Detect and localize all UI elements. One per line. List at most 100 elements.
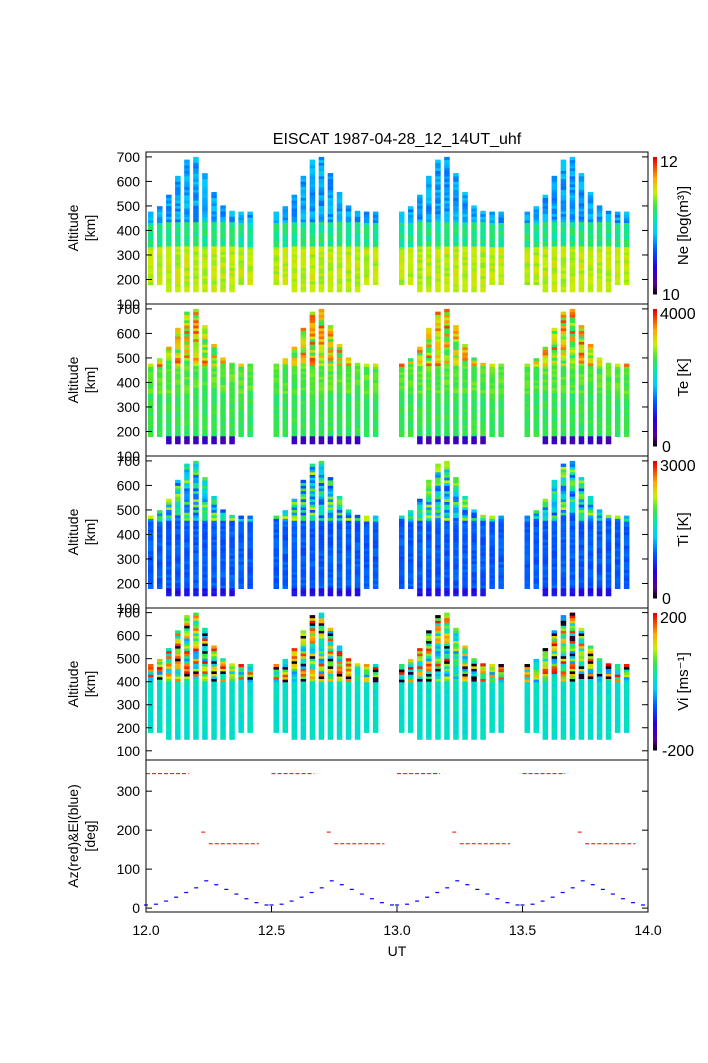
data-cell [426,208,432,212]
data-cell [336,197,343,201]
data-cell [363,260,370,264]
data-cell [480,514,486,519]
data-cell [542,281,549,285]
data-cell [524,235,530,240]
data-cell [345,221,352,225]
data-cell [363,518,370,522]
data-cell [560,221,567,225]
data-cell [345,251,352,255]
data-cell [587,411,594,415]
data-cell [211,541,217,546]
data-cell [229,552,235,556]
data-cell [426,346,432,350]
data-cell [363,254,370,258]
data-cell [435,514,441,519]
data-cell [202,256,208,260]
data-cell [435,563,441,567]
data-cell [614,420,621,424]
data-cell [193,474,199,478]
data-cell [309,283,316,287]
data-cell [336,574,343,578]
data-cell [300,349,307,353]
data-cell [444,346,450,350]
colorbar-segment [653,377,657,381]
data-cell [363,252,370,256]
data-cell [444,170,450,174]
data-cell [220,221,226,225]
data-cell [291,218,298,223]
data-cell [193,175,199,180]
data-cell [247,225,253,229]
data-cell [524,246,530,250]
data-cell [587,349,594,353]
data-cell [336,357,343,361]
data-cell [309,200,316,204]
data-cell [444,504,450,508]
data-cell [614,366,621,370]
data-cell [318,197,325,201]
data-cell [551,186,558,190]
data-cell [175,327,181,332]
data-cell [157,401,163,405]
data-cell [211,531,217,535]
data-cell [605,289,612,293]
data-cell [498,270,504,275]
data-cell [193,235,199,239]
data-cell [220,517,226,521]
data-cell [408,265,414,269]
data-cell [336,411,343,415]
data-cell [247,363,253,367]
data-cell [184,314,190,318]
data-cell [300,381,307,385]
data-cell [300,549,307,554]
data-cell [489,542,495,546]
data-cell [202,229,208,233]
data-cell [202,576,208,581]
data-cell [551,240,558,244]
data-cell [318,384,325,388]
data-cell [175,547,181,551]
data-cell [462,221,468,225]
data-cell [363,390,370,394]
data-cell [318,232,325,236]
data-cell [551,376,558,380]
data-cell [480,235,486,239]
data-cell [157,265,163,269]
data-cell [238,420,244,424]
data-cell [220,571,226,575]
data-cell [363,420,370,424]
data-cell [372,417,379,421]
data-cell [148,230,154,234]
colorbar-label: Te [K] [675,358,692,396]
data-cell [399,542,405,546]
data-cell [166,262,172,266]
data-cell [363,580,370,584]
data-cell [444,213,450,217]
data-cell [211,278,217,282]
data-cell [542,370,549,375]
data-cell [193,197,199,201]
data-cell [426,430,432,434]
data-cell [318,368,325,372]
data-cell [542,216,549,220]
data-cell [220,547,226,551]
data-cell [229,408,235,412]
data-cell [202,552,208,556]
data-cell [471,593,477,597]
data-cell [524,243,530,248]
data-cell [211,270,217,274]
data-cell [426,397,432,402]
data-cell [444,264,450,269]
data-cell [202,422,208,426]
data-cell [551,286,558,290]
data-cell [220,286,226,290]
data-cell [372,550,379,554]
data-cell [220,392,226,396]
data-cell [202,248,208,252]
data-cell [533,377,539,381]
data-cell [345,522,352,527]
data-cell [489,583,495,587]
data-cell [157,241,163,245]
data-cell [426,237,432,242]
data-cell [480,224,486,228]
